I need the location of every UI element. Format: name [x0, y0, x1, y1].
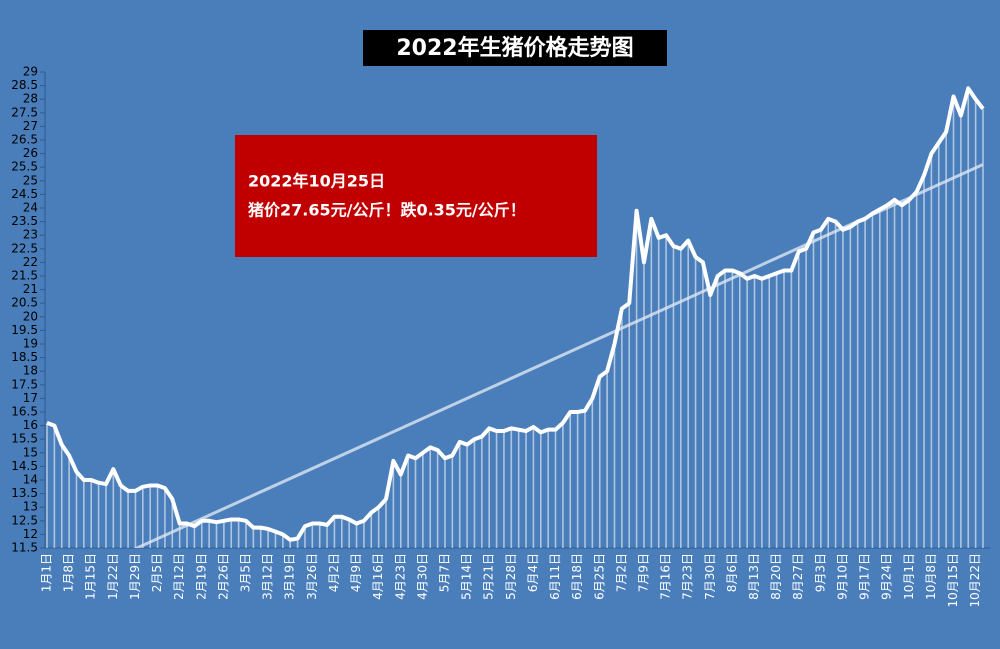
x-tick-label: 3月5日: [238, 553, 252, 592]
y-tick-label: 17: [23, 391, 38, 405]
x-tick-label: 2月12日: [172, 553, 186, 600]
y-tick-label: 17.5: [11, 377, 38, 391]
x-tick-label: 3月12日: [261, 553, 275, 600]
x-tick-label: 8月20日: [769, 553, 783, 600]
x-tick-label: 5月7日: [437, 553, 451, 592]
y-tick-label: 12: [23, 527, 38, 541]
x-tick-label: 6月11日: [548, 553, 562, 600]
y-tick-label: 24.5: [11, 187, 38, 201]
x-tick-label: 2月5日: [150, 553, 164, 592]
y-tick-label: 15: [23, 445, 38, 459]
y-tick-label: 23.5: [11, 214, 38, 228]
x-tick-label: 7月9日: [636, 553, 650, 592]
x-tick-label: 8月6日: [725, 553, 739, 592]
x-tick-label: 4月16日: [371, 553, 385, 600]
y-tick-label: 21.5: [11, 269, 38, 283]
y-tick-label: 19: [23, 337, 38, 351]
x-tick-label: 4月30日: [415, 553, 429, 600]
x-tick-label: 10月22日: [968, 553, 982, 608]
annotation-text: 猪价27.65元/公斤！跌0.35元/公斤！: [247, 201, 526, 220]
y-tick-label: 24: [23, 201, 38, 215]
y-tick-label: 13.5: [11, 486, 38, 500]
x-tick-label: 4月23日: [393, 553, 407, 600]
x-tick-label: 9月10日: [835, 553, 849, 600]
annotation-text: 2022年10月25日: [248, 172, 385, 191]
y-tick-label: 18: [23, 364, 38, 378]
series: [46, 86, 985, 548]
x-tick-label: 9月24日: [880, 553, 894, 600]
x-tick-label: 1月8日: [62, 553, 76, 592]
x-tick-label: 3月19日: [283, 553, 297, 600]
x-tick-label: 8月27日: [791, 553, 805, 600]
x-tick-label: 1月15日: [84, 553, 98, 600]
y-tick-label: 28: [23, 92, 38, 106]
y-tick-label: 18.5: [11, 350, 38, 364]
x-tick-label: 7月16日: [659, 553, 673, 600]
x-tick-label: 4月9日: [349, 553, 363, 592]
y-tick-label: 27.5: [11, 105, 38, 119]
trend-line: [133, 163, 984, 548]
y-tick-label: 16.5: [11, 405, 38, 419]
y-tick-label: 15.5: [11, 432, 38, 446]
x-tick-label: 6月18日: [570, 553, 584, 600]
y-tick-label: 14.5: [11, 459, 38, 473]
y-tick-label: 22: [23, 255, 38, 269]
x-tick-label: 1月1日: [40, 553, 54, 592]
y-tick-label: 25.5: [11, 160, 38, 174]
x-tick-label: 9月3日: [813, 553, 827, 592]
y-tick-label: 26.5: [11, 133, 38, 147]
x-tick-label: 5月28日: [504, 553, 518, 600]
y-tick-label: 25: [23, 173, 38, 187]
y-tick-label: 12.5: [11, 513, 38, 527]
x-tick-label: 8月13日: [747, 553, 761, 600]
x-tick-label: 5月14日: [460, 553, 474, 600]
x-tick-label: 6月4日: [526, 553, 540, 592]
x-tick-label: 7月2日: [614, 553, 628, 592]
x-tick-label: 7月23日: [681, 553, 695, 600]
x-tick-label: 2月26日: [216, 553, 230, 600]
chart-title: 2022年生猪价格走势图: [396, 35, 633, 61]
annotation-box: [235, 135, 597, 257]
x-tick-label: 4月2日: [327, 553, 341, 592]
y-tick-label: 20.5: [11, 296, 38, 310]
x-tick-label: 9月17日: [858, 553, 872, 600]
x-tick-label: 10月15日: [946, 553, 960, 608]
y-tick-label: 28.5: [11, 78, 38, 92]
x-tick-label: 2月19日: [194, 553, 208, 600]
x-tick-label: 10月1日: [902, 553, 916, 600]
y-tick-label: 20: [23, 309, 38, 323]
x-tick-label: 6月25日: [592, 553, 606, 600]
x-tick-label: 10月8日: [924, 553, 938, 600]
x-tick-label: 1月22日: [106, 553, 120, 600]
y-tick-label: 16: [23, 418, 38, 432]
y-tick-label: 27: [23, 119, 38, 133]
x-tick-label: 1月29日: [128, 553, 142, 600]
x-tick-label: 3月26日: [305, 553, 319, 600]
y-tick-label: 29: [23, 65, 38, 79]
y-tick-label: 11.5: [11, 541, 38, 555]
x-tick-label: 7月30日: [703, 553, 717, 600]
y-tick-label: 21: [23, 282, 38, 296]
price-line: [46, 86, 985, 542]
y-tick-label: 19.5: [11, 323, 38, 337]
y-tick-label: 13: [23, 500, 38, 514]
y-tick-label: 23: [23, 228, 38, 242]
y-tick-label: 22.5: [11, 241, 38, 255]
x-tick-label: 5月21日: [482, 553, 496, 600]
y-tick-label: 14: [23, 473, 38, 487]
title-box: [363, 30, 667, 66]
y-tick-label: 26: [23, 146, 38, 160]
